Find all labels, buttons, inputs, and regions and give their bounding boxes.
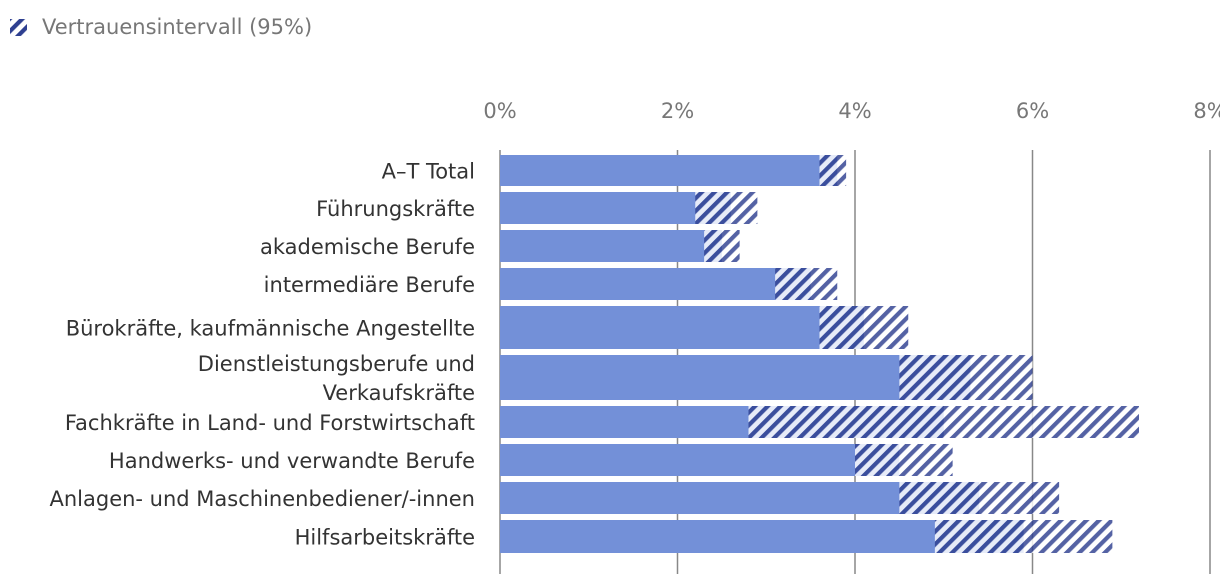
bar [500, 355, 971, 400]
category-label: Führungskräfte [316, 197, 475, 221]
confidence-interval [695, 192, 758, 224]
x-tick-label: 8% [1193, 99, 1220, 123]
category-labels: A–T Total Führungskräfte akademische Beruf… [49, 160, 475, 550]
category-label: Handwerks- und verwandte Berufe [109, 449, 475, 473]
bar [500, 268, 811, 300]
category-label: akademische Berufe [260, 235, 475, 259]
category-label: Anlagen- und Maschinenbediener/-innen [49, 487, 475, 511]
confidence-interval [934, 520, 1113, 553]
category-label: Dienstleistungsberufe und Verkaufskräfte [198, 352, 475, 405]
confidence-interval [775, 268, 838, 300]
confidence-interval [819, 306, 909, 349]
x-axis-ticks: 0% 2% 4% 6% 8% [483, 99, 1220, 123]
x-tick-label: 0% [483, 99, 516, 123]
category-label: Bürokräfte, kaufmännische Angestellte [66, 317, 475, 341]
bar [500, 306, 864, 349]
bar [500, 192, 731, 224]
category-label: intermediäre Berufe [264, 273, 475, 297]
confidence-interval [899, 355, 1033, 400]
category-label: A–T Total [382, 160, 475, 184]
x-tick-label: 2% [661, 99, 694, 123]
bar [500, 155, 838, 186]
bars [500, 155, 1139, 553]
legend-swatch [10, 19, 27, 36]
confidence-interval [855, 444, 953, 476]
legend-label: Vertrauensintervall (95%) [42, 15, 312, 39]
category-label: Hilfsarbeitskräfte [295, 526, 475, 550]
confidence-interval [819, 155, 847, 186]
confidence-interval [704, 230, 740, 262]
category-label: Fachkräfte in Land- und Forstwirtschaft [65, 411, 475, 435]
legend: Vertrauensintervall (95%) [10, 15, 312, 39]
x-tick-label: 6% [1016, 99, 1049, 123]
confidence-interval [748, 406, 1139, 438]
bar [500, 444, 900, 476]
x-tick-label: 4% [838, 99, 871, 123]
confidence-interval [899, 482, 1060, 514]
bar [500, 230, 722, 262]
